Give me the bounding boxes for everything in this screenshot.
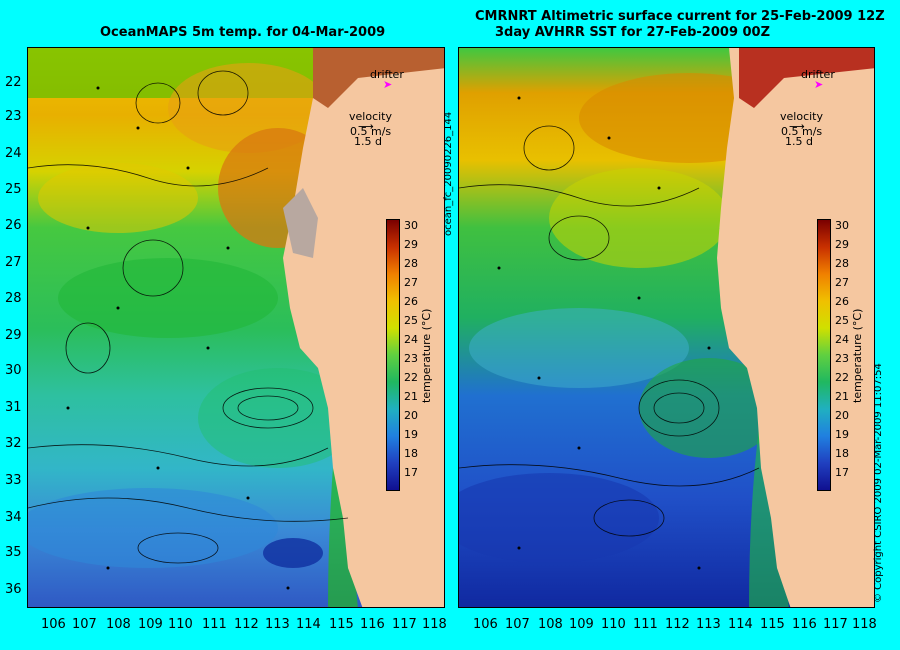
right-drifter-marker: ➤ [814, 78, 824, 91]
lat-label: 29 [5, 328, 22, 343]
right-lon-label: 117 [823, 617, 848, 632]
right-drifter-label: drifter [801, 68, 835, 81]
right-map-title-line2: 3day AVHRR SST for 27-Feb-2009 00Z [495, 25, 771, 40]
left-lon-label: 116 [360, 617, 385, 632]
left-colorbar-tick: 22 [404, 371, 418, 384]
left-lon-label: 118 [422, 617, 447, 632]
left-colorbar-tick: 17 [404, 466, 418, 479]
right-lon-label: 113 [696, 617, 721, 632]
right-colorbar-tick: 26 [835, 295, 849, 308]
right-colorbar-tick: 27 [835, 276, 849, 289]
right-map-title-line1: CMRNRT Altimetric surface current for 25… [475, 9, 885, 24]
left-drifter-label: drifter [370, 68, 404, 81]
lat-label: 27 [5, 255, 22, 270]
right-lon-label: 118 [852, 617, 877, 632]
left-lon-label: 107 [72, 617, 97, 632]
left-lon-label: 106 [41, 617, 66, 632]
right-colorbar-tick: 29 [835, 238, 849, 251]
right-colorbar-tick: 24 [835, 333, 849, 346]
lat-label: 23 [5, 109, 22, 124]
right-lon-label: 107 [505, 617, 530, 632]
lat-label: 22 [5, 75, 22, 90]
lat-label: 32 [5, 436, 22, 451]
right-colorbar-tick: 19 [835, 428, 849, 441]
lat-label: 33 [5, 473, 22, 488]
left-colorbar-tick: 27 [404, 276, 418, 289]
right-lon-label: 106 [473, 617, 498, 632]
left-colorbar-tick: 28 [404, 257, 418, 270]
left-drifter-marker: ➤ [383, 78, 393, 91]
right-colorbar-tick: 25 [835, 314, 849, 327]
left-colorbar-tick: 20 [404, 409, 418, 422]
left-colorbar-tick: 19 [404, 428, 418, 441]
lat-label: 24 [5, 146, 22, 161]
right-velocity-label: velocity [780, 110, 823, 123]
right-lon-label: 108 [538, 617, 563, 632]
right-colorbar-tick: 21 [835, 390, 849, 403]
left-lon-label: 111 [202, 617, 227, 632]
right-velocity-time: 1.5 d [785, 135, 813, 148]
right-lon-label: 111 [633, 617, 658, 632]
left-colorbar-tick: 21 [404, 390, 418, 403]
left-colorbar-tick: 26 [404, 295, 418, 308]
right-colorbar-tick: 20 [835, 409, 849, 422]
right-velocity-arrow: ⟶ [789, 120, 805, 133]
right-colorbar-tick: 18 [835, 447, 849, 460]
left-lon-label: 112 [234, 617, 259, 632]
left-velocity-label: velocity [349, 110, 392, 123]
left-ocean-temperature-map: drifter ➤ velocity ⟶ 0.5 m/s 1.5 d [27, 47, 445, 608]
right-colorbar-tick: 22 [835, 371, 849, 384]
left-lon-label: 115 [329, 617, 354, 632]
left-colorbar-tick: 29 [404, 238, 418, 251]
copyright-label: © Copyright CSIRO 2009 02-Mar-2009 11:07… [873, 363, 884, 603]
left-map-canvas [28, 48, 444, 607]
left-colorbar-tick: 18 [404, 447, 418, 460]
left-velocity-time: 1.5 d [354, 135, 382, 148]
left-map-title: OceanMAPS 5m temp. for 04-Mar-2009 [100, 25, 386, 40]
right-lon-label: 116 [792, 617, 817, 632]
left-lon-label: 114 [296, 617, 321, 632]
right-velocity-speed: 0.5 m/s [781, 125, 823, 138]
left-velocity-arrow: ⟶ [358, 120, 374, 133]
lat-label: 30 [5, 363, 22, 378]
left-colorbar-tick: 25 [404, 314, 418, 327]
forecast-id-label: ocean_fc_20090226_144 [443, 111, 454, 236]
right-colorbar-tick: 30 [835, 219, 849, 232]
right-lon-label: 115 [760, 617, 785, 632]
left-lon-label: 108 [106, 617, 131, 632]
left-colorbar-tick: 30 [404, 219, 418, 232]
lat-label: 36 [5, 582, 22, 597]
right-colorbar-tick: 17 [835, 466, 849, 479]
lat-label: 35 [5, 545, 22, 560]
right-map-canvas [459, 48, 874, 607]
right-sst-current-map: drifter ➤ velocity ⟶ 0.5 m/s 1.5 d [458, 47, 875, 608]
lat-label: 26 [5, 218, 22, 233]
lat-label: 31 [5, 400, 22, 415]
left-colorbar-label: temperature (°C) [420, 308, 433, 403]
right-colorbar-tick: 23 [835, 352, 849, 365]
lat-label: 25 [5, 182, 22, 197]
left-colorbar-tick: 24 [404, 333, 418, 346]
right-lon-label: 110 [601, 617, 626, 632]
lat-label: 28 [5, 291, 22, 306]
left-lon-label: 117 [392, 617, 417, 632]
left-velocity-speed: 0.5 m/s [350, 125, 392, 138]
left-lon-label: 113 [265, 617, 290, 632]
right-colorbar-tick: 28 [835, 257, 849, 270]
right-lon-label: 114 [728, 617, 753, 632]
left-lon-label: 110 [168, 617, 193, 632]
right-colorbar [817, 219, 831, 491]
right-colorbar-label: temperature (°C) [851, 308, 864, 403]
left-colorbar-tick: 23 [404, 352, 418, 365]
left-lon-label: 109 [138, 617, 163, 632]
right-lon-label: 109 [569, 617, 594, 632]
lat-label: 34 [5, 510, 22, 525]
left-colorbar [386, 219, 400, 491]
right-lon-label: 112 [665, 617, 690, 632]
